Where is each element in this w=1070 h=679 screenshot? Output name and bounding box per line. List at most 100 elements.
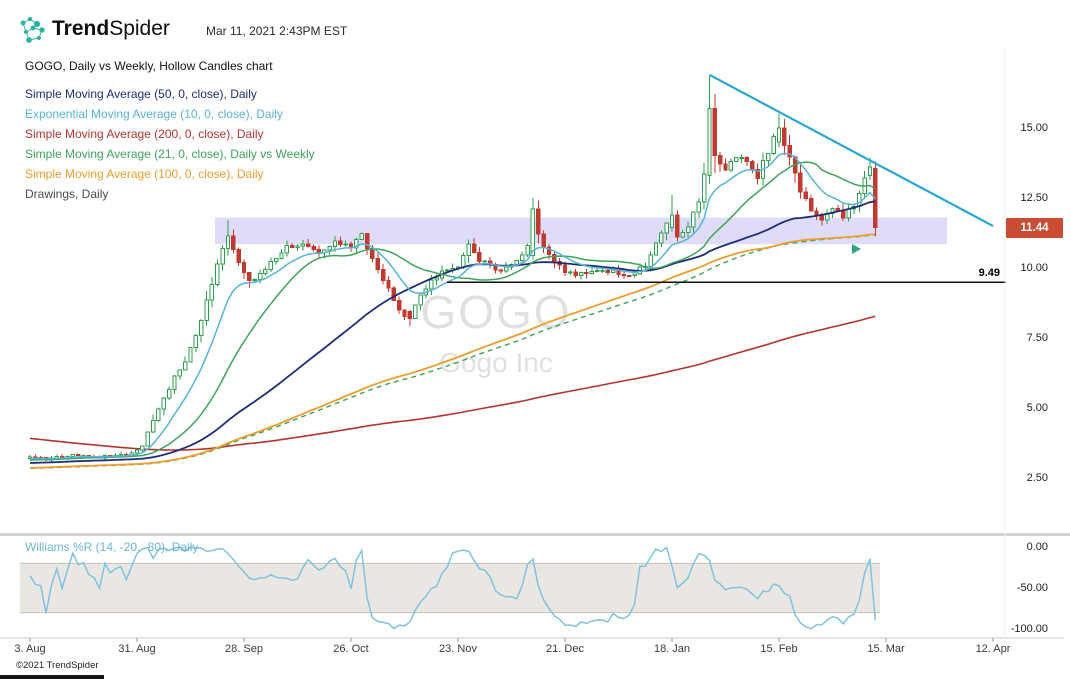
- candle-body: [204, 299, 209, 322]
- overlay-ema10[interactable]: [29, 152, 876, 460]
- candle-body: [798, 172, 803, 193]
- candle-body: [498, 269, 504, 272]
- candle-body: [782, 127, 787, 147]
- candle-body: [273, 258, 279, 262]
- candle-body: [546, 246, 552, 256]
- candles[interactable]: [27, 76, 878, 463]
- panel-divider[interactable]: [0, 533, 1070, 536]
- legend-item-sma50[interactable]: Simple Moving Average (50, 0, close), Da…: [25, 87, 257, 101]
- legend-item-sma100[interactable]: Simple Moving Average (100, 0, close), D…: [25, 167, 264, 181]
- candle-body: [407, 310, 413, 319]
- candle-body: [375, 257, 380, 271]
- candle-body: [814, 210, 819, 215]
- candle-body: [236, 248, 241, 263]
- candle-body: [418, 294, 423, 306]
- replay-marker[interactable]: [852, 243, 861, 254]
- candle-body: [584, 271, 589, 275]
- support-price-label: 9.49: [978, 267, 1000, 280]
- candle-body: [594, 269, 600, 272]
- williams-r-line: [29, 546, 877, 630]
- candle-body: [343, 243, 348, 246]
- candle-body: [247, 271, 252, 282]
- candle-body: [707, 107, 712, 177]
- overlay-sma200[interactable]: [29, 315, 876, 451]
- overlay-sma100[interactable]: [29, 233, 876, 469]
- downtrend-line[interactable]: [708, 73, 994, 227]
- candle-body: [263, 268, 268, 274]
- candle-body: [568, 271, 573, 274]
- candle-body: [771, 135, 776, 155]
- candle-body: [675, 214, 680, 238]
- candle-body: [279, 252, 284, 260]
- candle-body: [648, 254, 653, 268]
- brand-name: TrendSpider: [52, 17, 170, 41]
- wr-threshold-band: [20, 563, 880, 613]
- candle-body: [691, 211, 696, 228]
- watermark: GOGO Gogo Inc: [346, 288, 646, 380]
- axes: [0, 48, 1064, 642]
- candle-body: [257, 272, 263, 281]
- candle-body: [166, 388, 172, 399]
- legend-item-drawings[interactable]: Drawings, Daily: [25, 187, 109, 201]
- overlay-sma21[interactable]: [29, 161, 876, 461]
- candle-body: [610, 269, 616, 274]
- candle-body: [841, 210, 846, 219]
- candle-body: [728, 160, 734, 171]
- candle-body: [391, 287, 397, 301]
- candle-body: [471, 243, 477, 253]
- candle-body: [734, 157, 739, 162]
- candle-body: [653, 242, 659, 256]
- bottom-scroll-bar[interactable]: [0, 675, 104, 679]
- candle-body: [787, 145, 792, 158]
- candle-body: [520, 254, 525, 262]
- candle-body: [573, 271, 578, 276]
- candle-body: [664, 222, 669, 234]
- indicator-legend: Simple Moving Average (50, 0, close), Da…: [25, 84, 315, 204]
- candle-body: [600, 269, 605, 272]
- candle-body: [70, 454, 75, 457]
- copyright: ©2021 TrendSpider: [16, 660, 99, 671]
- legend-item-ema10[interactable]: Exponential Moving Average (10, 0, close…: [25, 107, 283, 121]
- chart-datetime: Mar 11, 2021 2:43PM EST: [206, 24, 348, 38]
- candle-body: [503, 266, 509, 272]
- candle-body: [739, 156, 744, 159]
- candle-body: [429, 279, 434, 290]
- candle-body: [209, 284, 215, 301]
- candle-body: [701, 173, 707, 203]
- candle-body: [284, 245, 290, 254]
- candle-body: [215, 263, 220, 286]
- candle-body: [188, 347, 193, 363]
- candle-body: [846, 208, 851, 219]
- candle-body: [182, 361, 188, 371]
- candle-body: [434, 277, 439, 281]
- overlay-sma21-weekly[interactable]: [29, 234, 876, 469]
- brand-spider: Spider: [109, 17, 170, 40]
- candle-body: [161, 397, 166, 410]
- trendspider-logo-icon[interactable]: [16, 13, 50, 47]
- candle-body: [156, 408, 161, 422]
- candle-body: [857, 193, 862, 207]
- resistance-band[interactable]: [215, 217, 947, 245]
- candle-body: [413, 304, 418, 319]
- candle-body: [177, 369, 183, 377]
- williams-r-legend[interactable]: Williams %R (14, -20, -80), Daily: [25, 540, 199, 554]
- candle-body: [766, 153, 771, 161]
- candle-body: [402, 309, 407, 317]
- candle-body: [359, 233, 364, 240]
- watermark-symbol: GOGO: [420, 286, 572, 338]
- candle-body: [536, 208, 541, 235]
- candle-body: [150, 420, 156, 433]
- candle-body: [364, 233, 370, 249]
- overlay-sma50[interactable]: [29, 200, 876, 464]
- candle-body: [386, 279, 391, 289]
- candle-body: [621, 273, 627, 277]
- legend-item-sma21[interactable]: Simple Moving Average (21, 0, close), Da…: [25, 147, 315, 161]
- candle-body: [241, 261, 247, 273]
- candle-body: [632, 273, 637, 277]
- candle-body: [354, 238, 359, 249]
- candle-body: [461, 254, 466, 268]
- legend-item-sma200[interactable]: Simple Moving Average (200, 0, close), D…: [25, 127, 264, 141]
- williams-r-panel[interactable]: [20, 546, 880, 630]
